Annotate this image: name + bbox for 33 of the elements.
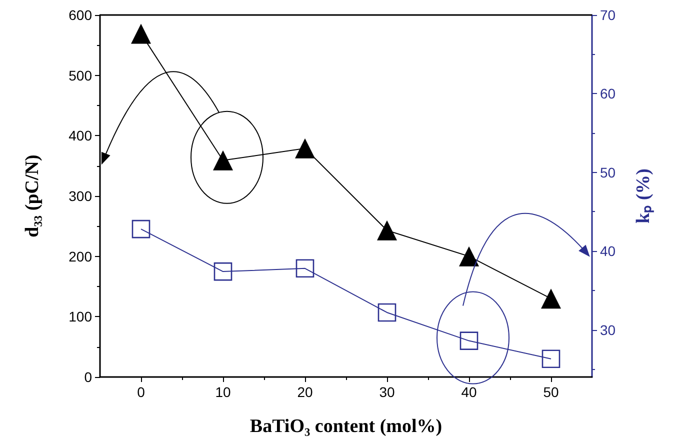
point: [214, 262, 232, 281]
y2-tick-label: 50: [600, 164, 616, 180]
x-axis-title: BaTiO₃ content (mol%): [250, 416, 442, 437]
point: [296, 259, 314, 278]
y2-tick-label: 40: [600, 243, 616, 260]
y2-tick-label: 70: [600, 7, 616, 23]
x-tick-label: 0: [137, 384, 146, 400]
point: [132, 220, 150, 238]
x-tick-label: 50: [543, 384, 559, 400]
x-tick-label: 20: [297, 384, 313, 400]
y2-axis-title: kₚ (%): [633, 168, 654, 224]
y-tick-label: 500: [68, 67, 92, 84]
x-tick-label: 40: [461, 384, 477, 400]
point: [131, 24, 151, 44]
point: [213, 150, 233, 170]
point: [542, 350, 560, 368]
y-axis-title: d₃₃ (pC/N): [22, 154, 43, 238]
point: [541, 288, 561, 309]
y-tick-label: 0: [84, 369, 92, 385]
y2-tick-label: 60: [600, 86, 616, 102]
y-tick-label: 300: [68, 188, 92, 204]
y-tick-label: 100: [68, 308, 92, 325]
point: [459, 246, 479, 266]
x-tick-label: 10: [215, 384, 231, 400]
point: [460, 332, 478, 350]
y-tick-label: 600: [68, 7, 92, 23]
point: [295, 138, 315, 158]
x-tick-label: 30: [379, 384, 395, 400]
point: [377, 220, 397, 240]
y-tick-label: 200: [68, 248, 92, 264]
y-tick-label: 400: [68, 128, 92, 144]
point: [378, 303, 396, 322]
y2-tick-label: 30: [600, 322, 616, 338]
